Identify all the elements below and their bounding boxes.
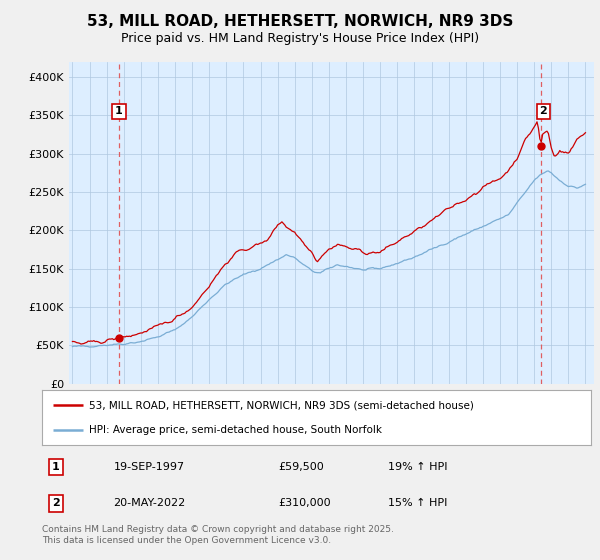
Text: 53, MILL ROAD, HETHERSETT, NORWICH, NR9 3DS (semi-detached house): 53, MILL ROAD, HETHERSETT, NORWICH, NR9 … (89, 400, 473, 410)
Text: £59,500: £59,500 (278, 462, 324, 472)
Text: Price paid vs. HM Land Registry's House Price Index (HPI): Price paid vs. HM Land Registry's House … (121, 32, 479, 45)
Text: 2: 2 (52, 498, 59, 508)
Text: Contains HM Land Registry data © Crown copyright and database right 2025.
This d: Contains HM Land Registry data © Crown c… (42, 525, 394, 545)
Text: 1: 1 (52, 462, 59, 472)
Text: 1: 1 (115, 106, 123, 116)
Text: HPI: Average price, semi-detached house, South Norfolk: HPI: Average price, semi-detached house,… (89, 426, 382, 435)
Text: 19-SEP-1997: 19-SEP-1997 (113, 462, 184, 472)
Text: 20-MAY-2022: 20-MAY-2022 (113, 498, 185, 508)
Text: 53, MILL ROAD, HETHERSETT, NORWICH, NR9 3DS: 53, MILL ROAD, HETHERSETT, NORWICH, NR9 … (87, 14, 513, 29)
Text: 2: 2 (539, 106, 547, 116)
Text: 19% ↑ HPI: 19% ↑ HPI (388, 462, 448, 472)
Text: £310,000: £310,000 (278, 498, 331, 508)
Text: 15% ↑ HPI: 15% ↑ HPI (388, 498, 447, 508)
